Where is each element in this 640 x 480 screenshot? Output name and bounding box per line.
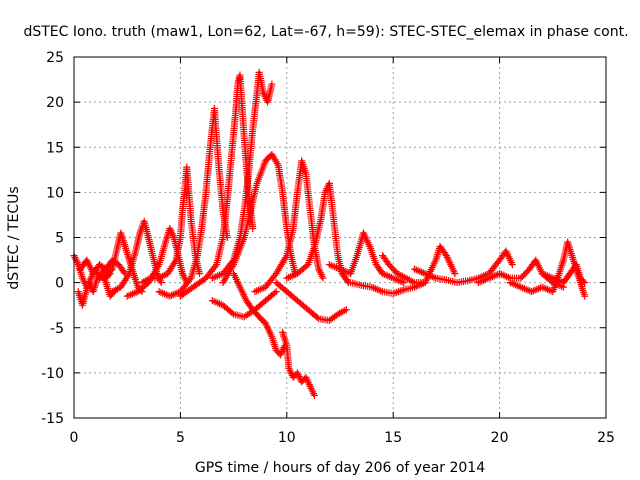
data-point [319,274,327,282]
data-point [171,258,179,266]
series-arc-16 [208,288,280,321]
y-tick-label: 10 [46,185,64,201]
data-point [579,277,587,285]
data-point [395,288,403,296]
data-point [398,286,406,294]
data-point [581,292,589,300]
x-tick-label: 20 [491,430,509,446]
series-arc-07 [155,104,231,300]
series-arc-12 [283,179,353,287]
y-tick-label: 0 [55,276,64,292]
data-point [120,268,128,276]
y-tick-label: 5 [55,231,64,247]
y-tick-label: -5 [50,321,64,337]
grid [74,57,606,418]
data-point [581,279,589,287]
x-tick-label: 10 [278,430,296,446]
series-arc-06 [138,163,204,287]
series-arc-19 [379,243,459,287]
series-arc-14 [279,328,318,399]
y-tick-label: -10 [41,366,64,382]
x-tick-label: 25 [597,430,615,446]
series-arc-13 [230,270,289,359]
data-point [341,307,349,315]
y-axis-label: dSTEC / TECUs [6,186,22,289]
data-point [272,288,280,296]
y-tick-label: 25 [46,50,64,66]
axis-ticks: 0 5 10 15 20 25 -15 -10 -5 0 5 10 15 20 25 [41,50,615,446]
series-arc-24 [76,256,129,278]
data-point [391,289,399,297]
series-arc-23 [538,261,589,287]
series-arc-05 [123,224,191,300]
data-point [268,80,276,88]
x-axis-label: GPS time / hours of day 206 of year 2014 [195,460,485,476]
data-point [342,306,350,314]
data-point [99,273,107,281]
data-point [97,273,105,281]
data-point [508,261,516,269]
x-tick-label: 0 [70,430,79,446]
data-point [409,278,417,286]
data-point [310,391,318,399]
data-point [121,270,129,278]
data-point [249,224,257,232]
y-tick-label: 20 [46,95,64,111]
data-point [451,270,459,278]
data-point [186,276,194,284]
x-tick-label: 15 [384,430,402,446]
x-tick-label: 5 [176,430,185,446]
y-tick-label: 15 [46,140,64,156]
data-point [96,274,104,282]
series-arc-20 [410,247,516,287]
series-arc-15 [272,279,350,325]
series-arc-04 [108,217,165,296]
series-arc-08 [176,71,257,300]
chart-title: dSTEC Iono. truth (maw1, Lon=62, Lat=-67… [23,24,628,40]
data-markers [70,68,589,399]
data-point [228,309,236,317]
data-point [124,271,132,279]
y-tick-label: -15 [41,411,64,427]
data-point [393,288,401,296]
data-point [196,270,204,278]
series-arc-17 [325,229,408,287]
data-point [211,262,219,270]
data-point [343,277,351,285]
data-point [313,313,321,321]
data-point [145,275,153,283]
data-point [396,287,404,295]
series-arc-22 [506,238,589,300]
data-point [271,289,279,297]
series-arc-10 [219,150,299,287]
